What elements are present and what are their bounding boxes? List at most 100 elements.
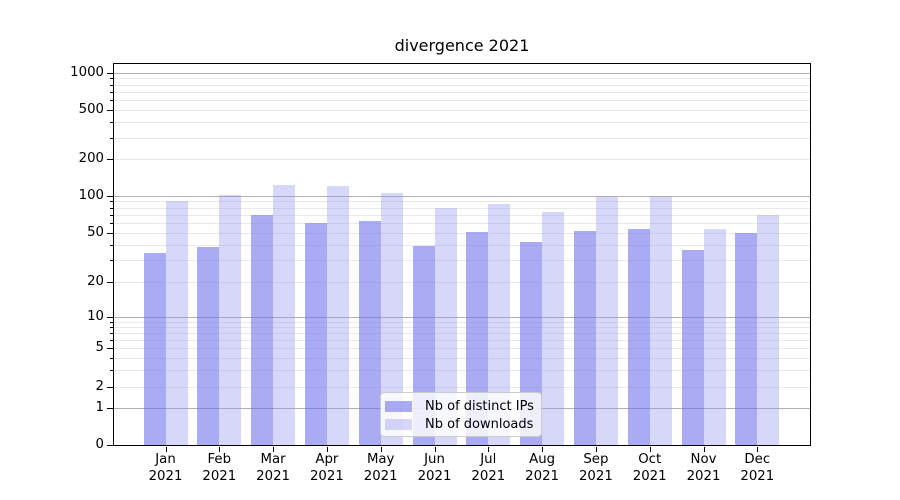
x-label-year: 2021 — [632, 468, 667, 484]
gridline-minor-400 — [113, 122, 811, 123]
gridline-minor-8 — [113, 326, 811, 328]
x-tick-label-sep: Sep 2021 — [568, 452, 624, 485]
gridline-minor-90 — [113, 201, 811, 203]
legend-item-distinct-ips: Nb of distinct IPs — [385, 398, 541, 414]
x-label-month: May — [366, 452, 395, 467]
bar-distinct-ips-jan — [143, 253, 166, 446]
y-minor-tick-300 — [110, 137, 113, 139]
x-label-year: 2021 — [202, 468, 237, 484]
legend-label-downloads: Nb of downloads — [425, 416, 534, 432]
x-tick-label-jun: Jun 2021 — [407, 452, 463, 485]
legend: Nb of distinct IPs Nb of downloads — [380, 392, 542, 437]
gridline-major-1000 — [113, 72, 811, 74]
x-tick-nov — [703, 447, 705, 452]
y-tick-label-10: 10 — [87, 308, 104, 324]
x-tick-mar — [273, 447, 275, 452]
gridline-minor-5 — [113, 348, 811, 349]
bar-distinct-ips-oct — [627, 228, 650, 446]
gridline-minor-800 — [113, 84, 811, 86]
x-label-year: 2021 — [740, 468, 775, 484]
bar-downloads-may — [380, 192, 403, 446]
x-tick-aug — [542, 447, 544, 452]
y-tick-label-20: 20 — [87, 273, 104, 289]
bar-distinct-ips-mar — [251, 214, 274, 446]
y-minor-tick-6 — [110, 339, 113, 341]
x-tick-label-feb: Feb 2021 — [191, 452, 247, 485]
x-tick-jun — [434, 447, 436, 452]
bar-downloads-nov — [703, 228, 726, 446]
y-minor-tick-90 — [110, 201, 113, 203]
x-tick-jul — [488, 447, 490, 452]
gridline-minor-500 — [113, 110, 811, 111]
gridline-minor-40 — [113, 244, 811, 246]
y-minor-tick-900 — [110, 78, 113, 80]
x-label-year: 2021 — [256, 468, 291, 484]
y-minor-tick-50 — [110, 232, 113, 234]
x-tick-apr — [326, 447, 328, 452]
bar-downloads-jul — [488, 204, 511, 446]
bar-downloads-mar — [273, 184, 296, 446]
gridline-minor-7 — [113, 332, 811, 334]
y-tick-0 — [107, 444, 113, 446]
gridline-minor-2 — [113, 387, 811, 388]
y-tick-label-1: 1 — [95, 400, 104, 415]
y-minor-tick-700 — [110, 91, 113, 93]
x-label-month: Jun — [424, 452, 445, 467]
gridline-minor-60 — [113, 223, 811, 224]
gridline-minor-700 — [113, 91, 811, 93]
x-label-month: Mar — [260, 452, 286, 467]
gridline-minor-80 — [113, 207, 811, 209]
y-minor-tick-7 — [110, 332, 113, 334]
x-tick-label-apr: Apr 2021 — [299, 452, 355, 485]
x-label-month: Feb — [207, 452, 232, 467]
x-tick-label-oct: Oct 2021 — [622, 452, 678, 485]
y-minor-tick-400 — [110, 122, 113, 123]
x-label-year: 2021 — [363, 468, 398, 484]
x-tick-label-mar: Mar 2021 — [245, 452, 301, 485]
x-label-year: 2021 — [309, 468, 344, 484]
bar-downloads-apr — [326, 186, 349, 446]
y-tick-100 — [107, 195, 113, 197]
legend-swatch-downloads — [385, 418, 412, 430]
x-label-month: Sep — [583, 452, 609, 467]
y-tick-label-200: 200 — [78, 151, 104, 167]
x-label-month: Oct — [638, 452, 662, 467]
y-tick-label-0: 0 — [95, 436, 104, 452]
bar-downloads-dec — [757, 214, 780, 446]
y-minor-tick-5 — [110, 348, 113, 349]
gridline-major-100 — [113, 195, 811, 197]
bar-downloads-sep — [595, 197, 618, 446]
x-tick-feb — [219, 447, 221, 452]
y-minor-tick-3 — [110, 369, 113, 371]
chart-title: divergence 2021 — [394, 36, 530, 55]
bar-distinct-ips-dec — [735, 232, 758, 446]
x-label-year: 2021 — [525, 468, 560, 484]
gridline-minor-50 — [113, 232, 811, 234]
y-minor-tick-2 — [110, 387, 113, 388]
y-minor-tick-200 — [110, 159, 113, 161]
y-minor-tick-60 — [110, 223, 113, 224]
y-tick-1 — [107, 408, 113, 409]
bar-downloads-aug — [542, 211, 565, 446]
gridline-minor-200 — [113, 159, 811, 161]
bar-downloads-jan — [165, 201, 188, 446]
bar-distinct-ips-sep — [573, 230, 596, 446]
bar-distinct-ips-apr — [304, 223, 327, 446]
plot-area: Nb of distinct IPs Nb of downloads — [113, 63, 811, 446]
x-label-month: Apr — [315, 452, 339, 467]
y-tick-label-5: 5 — [95, 340, 104, 355]
x-label-year: 2021 — [686, 468, 721, 484]
y-tick-label-1000: 1000 — [70, 64, 104, 80]
x-tick-may — [380, 447, 382, 452]
x-label-month: Jul — [480, 452, 497, 467]
bar-downloads-oct — [649, 197, 672, 446]
y-tick-label-50: 50 — [87, 224, 104, 240]
y-minor-tick-8 — [110, 326, 113, 328]
bar-distinct-ips-may — [358, 221, 381, 446]
x-tick-label-may: May 2021 — [353, 452, 409, 485]
gridline-minor-20 — [113, 281, 811, 283]
bar-downloads-jun — [434, 207, 457, 446]
x-label-month: Dec — [744, 452, 771, 467]
gridline-minor-9 — [113, 321, 811, 323]
